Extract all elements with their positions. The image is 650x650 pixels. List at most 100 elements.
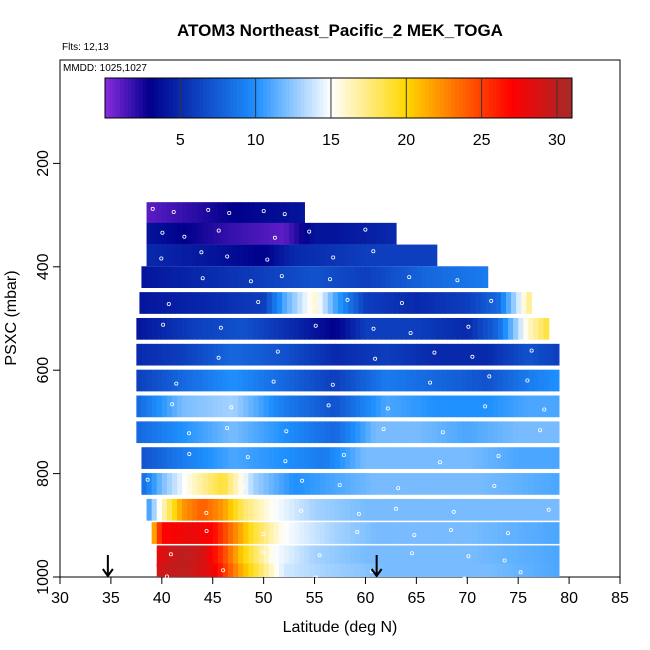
- heatmap-cell: [462, 498, 468, 521]
- sample-point: [462, 576, 467, 581]
- heatmap-cell: [146, 202, 153, 224]
- heatmap-cell: [197, 343, 204, 366]
- heatmap-cell: [482, 266, 489, 288]
- heatmap-cell: [380, 266, 387, 288]
- heatmap-cell: [258, 421, 265, 444]
- heatmap-cell: [319, 369, 326, 392]
- heatmap-cell: [324, 266, 331, 288]
- heatmap-cell: [355, 244, 361, 267]
- heatmap-cell: [502, 545, 509, 568]
- heatmap-cell: [513, 369, 519, 392]
- heatmap-cell: [385, 266, 392, 288]
- heatmap-cell: [161, 317, 168, 340]
- heatmap-cell: [528, 395, 535, 418]
- heatmap-cell: [243, 473, 249, 495]
- heatmap-cell: [538, 343, 545, 366]
- heatmap-cell: [263, 563, 270, 577]
- heatmap-cell: [472, 317, 479, 340]
- heatmap-cell: [161, 498, 168, 521]
- heatmap-cell: [365, 244, 372, 267]
- colorbar-segment: [436, 78, 441, 118]
- heatmap-row: [136, 421, 560, 444]
- heatmap-cell: [365, 343, 372, 366]
- heatmap-row: [136, 395, 560, 418]
- heatmap-cell: [401, 473, 407, 495]
- heatmap-cell: [365, 498, 372, 521]
- sample-point: [150, 206, 155, 211]
- sample-point: [381, 427, 386, 432]
- heatmap-cell: [166, 545, 173, 568]
- heatmap-cell: [365, 395, 372, 418]
- heatmap-cell: [161, 522, 168, 544]
- x-tick-label: 55: [306, 590, 324, 607]
- heatmap-cell: [202, 317, 209, 340]
- heatmap-cell: [253, 545, 260, 568]
- heatmap-cell: [368, 292, 375, 314]
- heatmap-cell: [192, 421, 199, 444]
- colorbar-segment: [210, 78, 215, 118]
- heatmap-cell: [426, 545, 433, 568]
- sample-point: [170, 402, 175, 407]
- heatmap-cell: [421, 522, 428, 544]
- heatmap-cell: [431, 498, 438, 521]
- heatmap-cell: [268, 244, 275, 267]
- heatmap-cell: [385, 395, 392, 418]
- heatmap-cell: [268, 473, 275, 495]
- heatmap-cell: [243, 522, 249, 544]
- colorbar-segment: [251, 78, 257, 118]
- heatmap-cell: [497, 545, 504, 568]
- heatmap-cell: [334, 244, 341, 267]
- heatmap-cell: [309, 545, 316, 568]
- heatmap-cell: [345, 343, 351, 366]
- heatmap-cell: [136, 343, 143, 366]
- heatmap-cell: [207, 421, 214, 444]
- heatmap-cell: [365, 266, 372, 288]
- heatmap-cell: [360, 244, 367, 267]
- colorbar-segment: [466, 78, 471, 118]
- heatmap-cell: [426, 317, 433, 340]
- heatmap-cell: [192, 369, 199, 392]
- x-axis: 30 35 40 45 50 55 60 65 70 75 80 85: [51, 577, 629, 607]
- heatmap-cell: [452, 369, 458, 392]
- heatmap-cell: [156, 343, 163, 366]
- heatmap-cell: [528, 545, 535, 568]
- heatmap-cell: [207, 522, 214, 544]
- sample-point: [279, 274, 284, 279]
- heatmap-cell: [238, 563, 244, 577]
- heatmap-cell: [441, 447, 448, 469]
- heatmap-cell: [477, 317, 484, 340]
- sample-point: [396, 486, 401, 491]
- heatmap-row: [139, 292, 533, 314]
- heatmap-cell: [253, 498, 260, 521]
- heatmap-cell: [513, 498, 519, 521]
- heatmap-cell: [355, 343, 361, 366]
- heatmap-cell: [421, 421, 428, 444]
- heatmap-cell: [248, 343, 255, 366]
- colorbar-segment: [432, 78, 437, 118]
- heatmap-cell: [258, 343, 265, 366]
- heatmap-cell: [477, 343, 484, 366]
- heatmap-cell: [324, 563, 331, 577]
- heatmap-cell: [192, 244, 199, 267]
- heatmap-cell: [416, 369, 423, 392]
- heatmap-cell: [289, 202, 295, 224]
- heatmap-cell: [360, 473, 367, 495]
- heatmap-cell: [528, 473, 535, 495]
- heatmap-cell: [238, 369, 244, 392]
- heatmap-cell: [278, 317, 285, 340]
- heatmap-cell: [156, 421, 163, 444]
- colorbar-segment: [526, 78, 532, 118]
- heatmap-cell: [309, 498, 316, 521]
- heatmap-cell: [172, 498, 178, 521]
- heatmap-cell: [166, 421, 173, 444]
- heatmap-cell: [360, 222, 367, 245]
- heatmap-cell: [548, 343, 555, 366]
- heatmap-cell: [482, 447, 489, 469]
- sample-point: [487, 374, 492, 379]
- heatmap-cell: [492, 343, 499, 366]
- heatmap-cell: [314, 343, 321, 366]
- heatmap-cell: [477, 266, 484, 288]
- heatmap-cell: [502, 395, 509, 418]
- heatmap-cell: [294, 244, 300, 267]
- colorbar-segment: [278, 78, 283, 118]
